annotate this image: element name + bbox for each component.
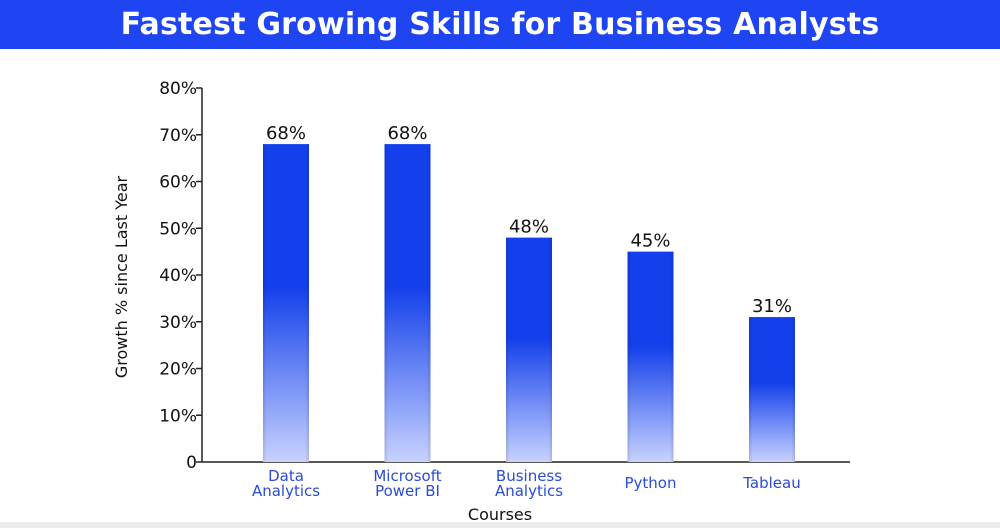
labels-group: Growth % since Last YearCourses68%DataAn… bbox=[112, 123, 801, 524]
data-label: 68% bbox=[387, 123, 427, 144]
bar-shade bbox=[749, 317, 795, 462]
x-tick-label: Analytics bbox=[495, 482, 563, 500]
x-axis-title: Courses bbox=[468, 505, 532, 524]
y-tick-label: 70% bbox=[159, 126, 197, 146]
data-label: 68% bbox=[266, 123, 306, 144]
x-tick-label: Microsoft bbox=[373, 467, 441, 485]
data-label: 45% bbox=[630, 231, 670, 252]
data-label: 48% bbox=[509, 217, 549, 238]
x-tick-label: Data bbox=[268, 467, 304, 485]
bars-group bbox=[263, 144, 795, 462]
bar-shade bbox=[627, 251, 674, 462]
y-axis-title: Growth % since Last Year bbox=[112, 175, 131, 378]
y-tick-label: 30% bbox=[159, 313, 197, 333]
chart-title: Fastest Growing Skills for Business Anal… bbox=[120, 7, 880, 42]
y-tick-label: 50% bbox=[159, 219, 197, 239]
chart-panel bbox=[0, 49, 1000, 528]
y-tick-label: 60% bbox=[159, 173, 197, 193]
y-tick-label: 20% bbox=[159, 360, 197, 380]
bar-shade bbox=[384, 144, 431, 462]
axes-group: 0 10% 20% 30% 40% 50% 60% 70% 80% bbox=[159, 79, 850, 473]
data-label: 31% bbox=[752, 296, 792, 317]
x-tick-label: Analytics bbox=[252, 482, 320, 500]
y-tick-label: 80% bbox=[159, 79, 197, 99]
x-tick-label: Python bbox=[625, 474, 677, 492]
y-tick-label: 10% bbox=[159, 406, 197, 426]
y-tick-label: 0 bbox=[186, 453, 197, 473]
bar-shade bbox=[506, 237, 552, 462]
x-tick-label: Power BI bbox=[375, 482, 440, 500]
x-tick-label: Tableau bbox=[742, 474, 801, 492]
bar-shade bbox=[263, 144, 309, 462]
x-tick-label: Business bbox=[496, 467, 562, 485]
y-tick-label: 40% bbox=[159, 266, 197, 286]
title-banner: Fastest Growing Skills for Business Anal… bbox=[0, 0, 1000, 49]
